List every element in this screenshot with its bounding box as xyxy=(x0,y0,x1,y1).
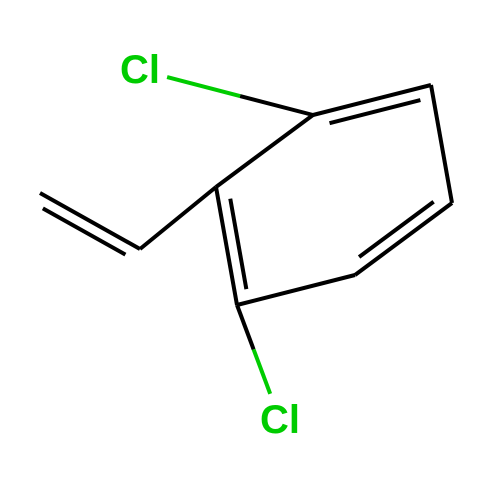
bond xyxy=(240,96,313,115)
bond xyxy=(431,85,452,203)
bond xyxy=(359,202,434,257)
bond xyxy=(140,187,216,249)
molecule-canvas: Cl Cl xyxy=(0,0,500,500)
bond xyxy=(330,100,421,123)
bond xyxy=(43,208,126,254)
bond xyxy=(237,305,254,349)
bond xyxy=(254,349,271,393)
bond xyxy=(40,193,140,249)
cl-atom-label: Cl xyxy=(260,398,300,442)
bond xyxy=(216,187,237,305)
bond xyxy=(216,115,313,187)
bond xyxy=(355,203,452,275)
cl-atom-label: Cl xyxy=(120,48,160,92)
bond xyxy=(237,275,355,305)
bond xyxy=(167,77,240,96)
